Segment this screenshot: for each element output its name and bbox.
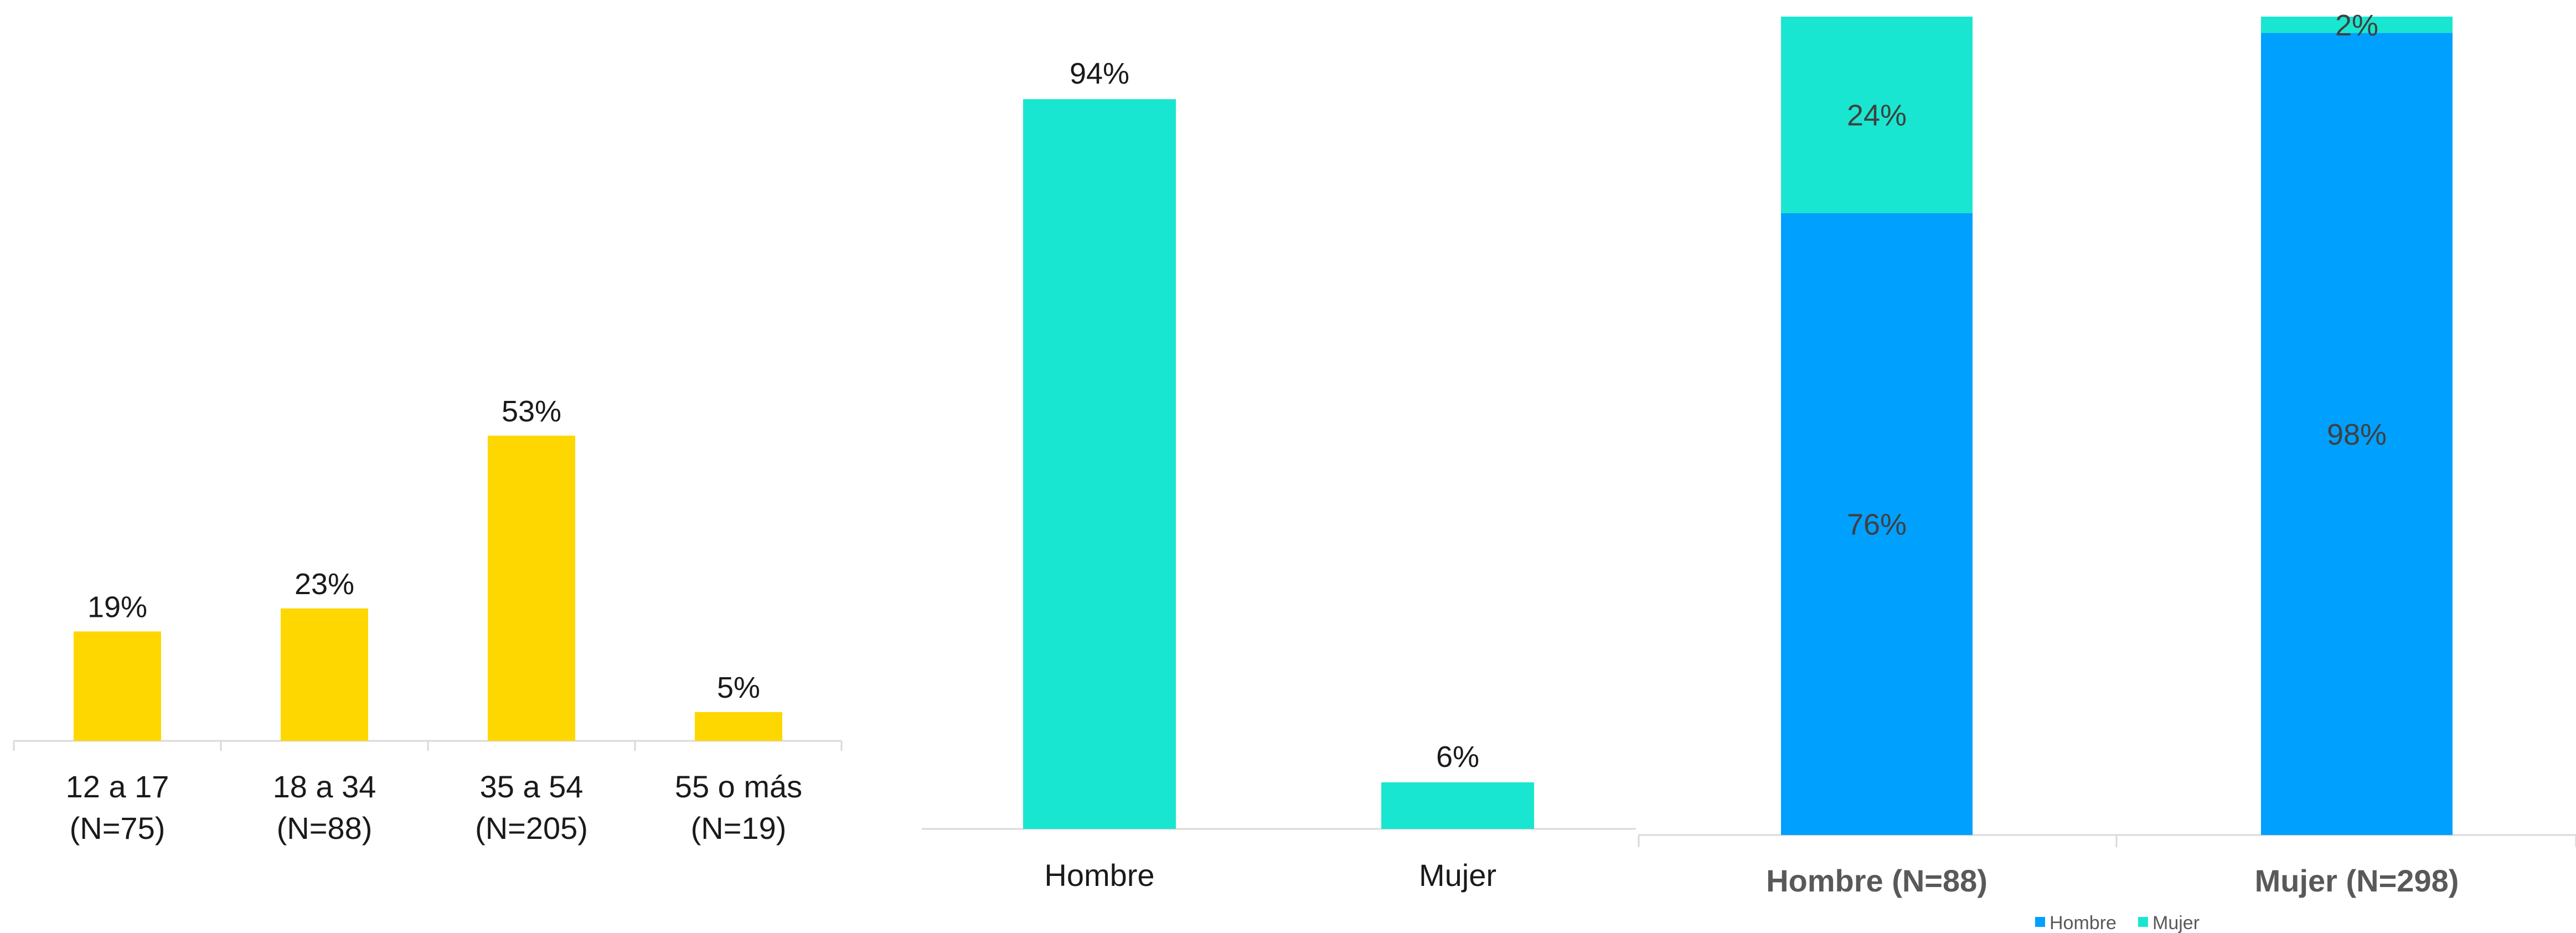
x-tick-label: Hombre xyxy=(1044,858,1154,893)
bar-segment-hombre xyxy=(2261,33,2453,835)
bar-55-o-más xyxy=(695,712,782,741)
bar-18-a-34 xyxy=(281,608,368,741)
x-tick-label: 12 a 17 xyxy=(66,769,169,804)
bar-segment-mujer xyxy=(2261,17,2453,33)
data-label: 5% xyxy=(717,671,760,704)
data-label: 76% xyxy=(1847,508,1907,541)
bar-Mujer xyxy=(1381,782,1534,829)
data-label: 94% xyxy=(1070,57,1129,90)
data-label: 23% xyxy=(295,568,354,601)
data-label: 6% xyxy=(1436,740,1479,774)
bar-12-a-17 xyxy=(74,631,161,741)
gender-bar-chart: 94% Hombre 6% Mujer xyxy=(922,57,1636,893)
x-tick-sublabel: (N=19) xyxy=(691,811,787,846)
data-label: 24% xyxy=(1847,99,1907,132)
gender-stacked-bar-chart: 76% 24% Hombre (N=88) 98% 2% Mujer (N=298) Hom… xyxy=(1638,9,2576,933)
data-label: 19% xyxy=(87,590,147,623)
data-label: 2% xyxy=(2335,9,2378,42)
data-label: 98% xyxy=(2327,418,2387,451)
legend-swatch-mujer xyxy=(2138,917,2148,927)
legend-swatch-hombre xyxy=(2035,917,2045,927)
x-tick-label: Mujer (N=298) xyxy=(2255,863,2459,898)
bar-Hombre xyxy=(1023,99,1176,829)
x-tick-label: Hombre (N=88) xyxy=(1766,863,1988,898)
legend-label-hombre: Hombre xyxy=(2050,913,2116,933)
x-tick-label: 18 a 34 xyxy=(273,769,376,804)
legend-label-mujer: Mujer xyxy=(2152,913,2200,933)
bar-segment-hombre xyxy=(1781,213,1973,836)
x-tick-sublabel: (N=205) xyxy=(475,811,588,846)
x-tick-label: 55 o más xyxy=(675,769,802,804)
age-bar-chart: 19% 12 a 17 (N=75) 23% 18 a 34 (N=88) 53% 35 a … xyxy=(13,395,843,846)
x-tick-sublabel: (N=75) xyxy=(70,811,166,846)
x-tick-label: 35 a 54 xyxy=(480,769,584,804)
bar-segment-mujer xyxy=(1781,17,1973,213)
x-tick-label: Mujer xyxy=(1419,858,1496,893)
x-tick-sublabel: (N=88) xyxy=(277,811,373,846)
data-label: 53% xyxy=(502,395,561,428)
bar-35-a-54 xyxy=(488,435,575,741)
